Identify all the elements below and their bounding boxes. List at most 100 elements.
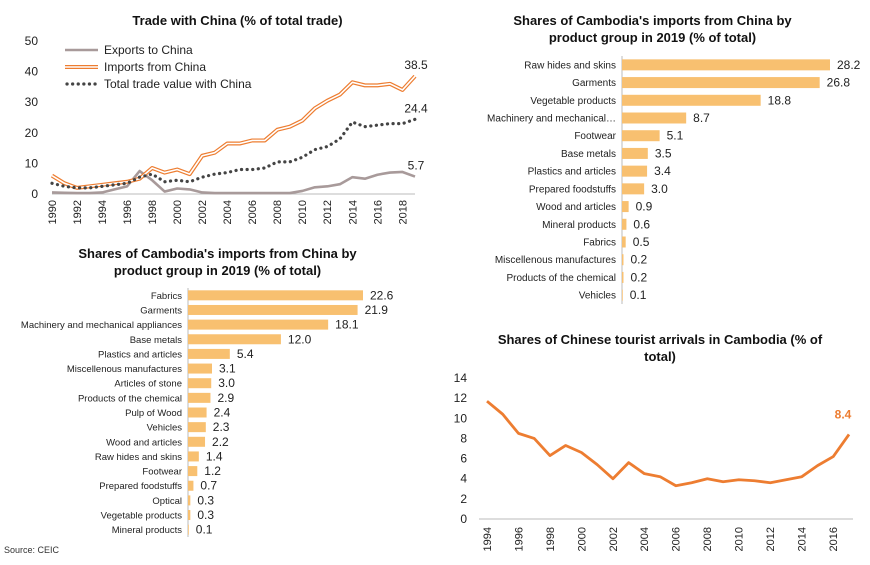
x-tick-label: 1998 bbox=[545, 527, 557, 551]
chart-title: Shares of Chinese tourist arrivals in Ca… bbox=[497, 332, 823, 364]
x-tick-label: 2016 bbox=[372, 200, 384, 224]
category-label: Mineral products bbox=[112, 525, 182, 536]
bar-value-label: 12.0 bbox=[288, 332, 312, 346]
x-tick-label: 2012 bbox=[322, 200, 334, 224]
bar-chart-imports-b: Fabrics 22.6 Garments 21.9 Machinery and mec… bbox=[21, 288, 394, 537]
line-chart-trade: 0 10 20 30 40 50 1990 1992 1994 1996 1998 2000 2002 2… bbox=[25, 34, 428, 224]
category-label: Fabrics bbox=[583, 238, 616, 249]
bar bbox=[188, 495, 191, 506]
bar-value-label: 2.9 bbox=[217, 391, 234, 405]
bar bbox=[622, 94, 761, 106]
category-label: Vehicles bbox=[147, 423, 183, 434]
category-label: Raw hides and skins bbox=[524, 60, 616, 71]
y-tick-label: 10 bbox=[25, 156, 39, 170]
category-label: Miscellenous manufactures bbox=[67, 364, 182, 375]
category-label: Wood and articles bbox=[106, 437, 182, 448]
bar-value-label: 18.8 bbox=[768, 93, 792, 107]
y-tick-label: 12 bbox=[454, 391, 468, 405]
y-tick-label: 10 bbox=[454, 411, 468, 425]
category-label: Garments bbox=[572, 78, 616, 89]
bar-value-label: 3.5 bbox=[655, 146, 672, 160]
x-tick-label: 2000 bbox=[576, 527, 588, 551]
category-label: Pulp of Wood bbox=[125, 408, 182, 419]
bar bbox=[188, 466, 198, 477]
bar-value-label: 0.9 bbox=[636, 200, 653, 214]
x-tick-label: 1996 bbox=[122, 200, 134, 224]
x-tick-label: 2002 bbox=[608, 527, 620, 551]
x-tick-label: 1996 bbox=[513, 527, 525, 551]
bar bbox=[188, 363, 213, 374]
bar bbox=[622, 218, 627, 230]
bar bbox=[188, 524, 189, 535]
bar-value-label: 5.1 bbox=[667, 129, 684, 143]
bar bbox=[188, 510, 191, 521]
bar bbox=[188, 290, 363, 301]
bar-value-label: 0.2 bbox=[630, 253, 647, 267]
bar-value-label: 26.8 bbox=[827, 76, 851, 90]
y-tick-label: 40 bbox=[25, 65, 39, 79]
chart-trade-with-china: Trade with China (% of total trade) 0 10 2… bbox=[0, 0, 435, 240]
bar bbox=[188, 319, 329, 330]
x-tick-label: 2010 bbox=[734, 527, 746, 551]
x-tick-label: 1992 bbox=[72, 200, 84, 224]
bar-value-label: 2.2 bbox=[212, 435, 229, 449]
bar-value-label: 2.3 bbox=[213, 420, 230, 434]
category-label: Optical bbox=[152, 496, 182, 507]
bar bbox=[622, 165, 648, 177]
bar bbox=[622, 147, 648, 159]
y-tick-label: 20 bbox=[25, 126, 39, 140]
x-tick-label: 2004 bbox=[222, 200, 234, 224]
bar bbox=[188, 348, 230, 359]
bar-value-label: 18.1 bbox=[335, 318, 359, 332]
category-label: Plastics and articles bbox=[528, 167, 616, 178]
series-line-imports bbox=[50, 74, 417, 190]
series-line-total bbox=[50, 117, 417, 190]
bar-value-label: 0.3 bbox=[197, 508, 214, 522]
bar bbox=[622, 77, 820, 89]
x-tick-label: 2014 bbox=[797, 527, 809, 551]
bar bbox=[622, 236, 626, 248]
y-tick-label: 2 bbox=[460, 492, 467, 506]
category-label: Raw hides and skins bbox=[95, 452, 182, 463]
bar-value-label: 3.0 bbox=[218, 376, 235, 390]
category-label: Machinery and mechanical… bbox=[487, 114, 616, 125]
x-tick-label: 2008 bbox=[702, 527, 714, 551]
category-label: Machinery and mechanical appliances bbox=[21, 320, 182, 331]
category-label: Prepared foodstuffs bbox=[529, 184, 616, 195]
bar bbox=[622, 112, 687, 124]
end-value-label: 38.5 bbox=[404, 58, 428, 72]
category-label: Footwear bbox=[574, 131, 616, 142]
bar-value-label: 1.4 bbox=[206, 449, 223, 463]
bar-value-label: 1.2 bbox=[204, 464, 221, 478]
chart-title: Shares of Cambodia's imports from China … bbox=[513, 13, 792, 45]
bar-value-label: 21.9 bbox=[365, 303, 389, 317]
legend-label: Exports to China bbox=[104, 43, 193, 57]
category-label: Base metals bbox=[130, 335, 183, 346]
bar bbox=[188, 334, 281, 345]
bar-value-label: 22.6 bbox=[370, 288, 394, 302]
y-tick-label: 6 bbox=[460, 452, 467, 466]
bar-value-label: 3.4 bbox=[654, 164, 671, 178]
category-label: Miscellenous manufactures bbox=[495, 255, 616, 266]
bar bbox=[622, 130, 660, 142]
bar-value-label: 0.7 bbox=[200, 479, 217, 493]
y-tick-label: 30 bbox=[25, 95, 39, 109]
category-label: Vegetable products bbox=[101, 511, 183, 522]
y-tick-label: 0 bbox=[31, 187, 38, 201]
bar-chart-imports-a: Raw hides and skins 28.2 Garments 26.8 Veget… bbox=[487, 56, 861, 304]
bar-value-label: 0.1 bbox=[630, 288, 647, 302]
bar bbox=[622, 183, 645, 195]
bar bbox=[622, 201, 629, 213]
end-value-label: 24.4 bbox=[404, 101, 428, 115]
series-line-imports-inner bbox=[51, 75, 416, 189]
y-tick-label: 14 bbox=[454, 371, 468, 385]
x-tick-label: 2006 bbox=[247, 200, 259, 224]
x-tick-label: 1994 bbox=[97, 200, 109, 224]
bar-value-label: 8.7 bbox=[693, 111, 710, 125]
bar bbox=[188, 407, 207, 418]
legend-label: Imports from China bbox=[104, 60, 206, 74]
category-label: Plastics and articles bbox=[98, 349, 182, 360]
end-value-label: 5.7 bbox=[408, 159, 425, 173]
chart-tourist-arrivals: Shares of Chinese tourist arrivals in Ca… bbox=[435, 310, 870, 565]
bar-value-label: 3.0 bbox=[651, 182, 668, 196]
